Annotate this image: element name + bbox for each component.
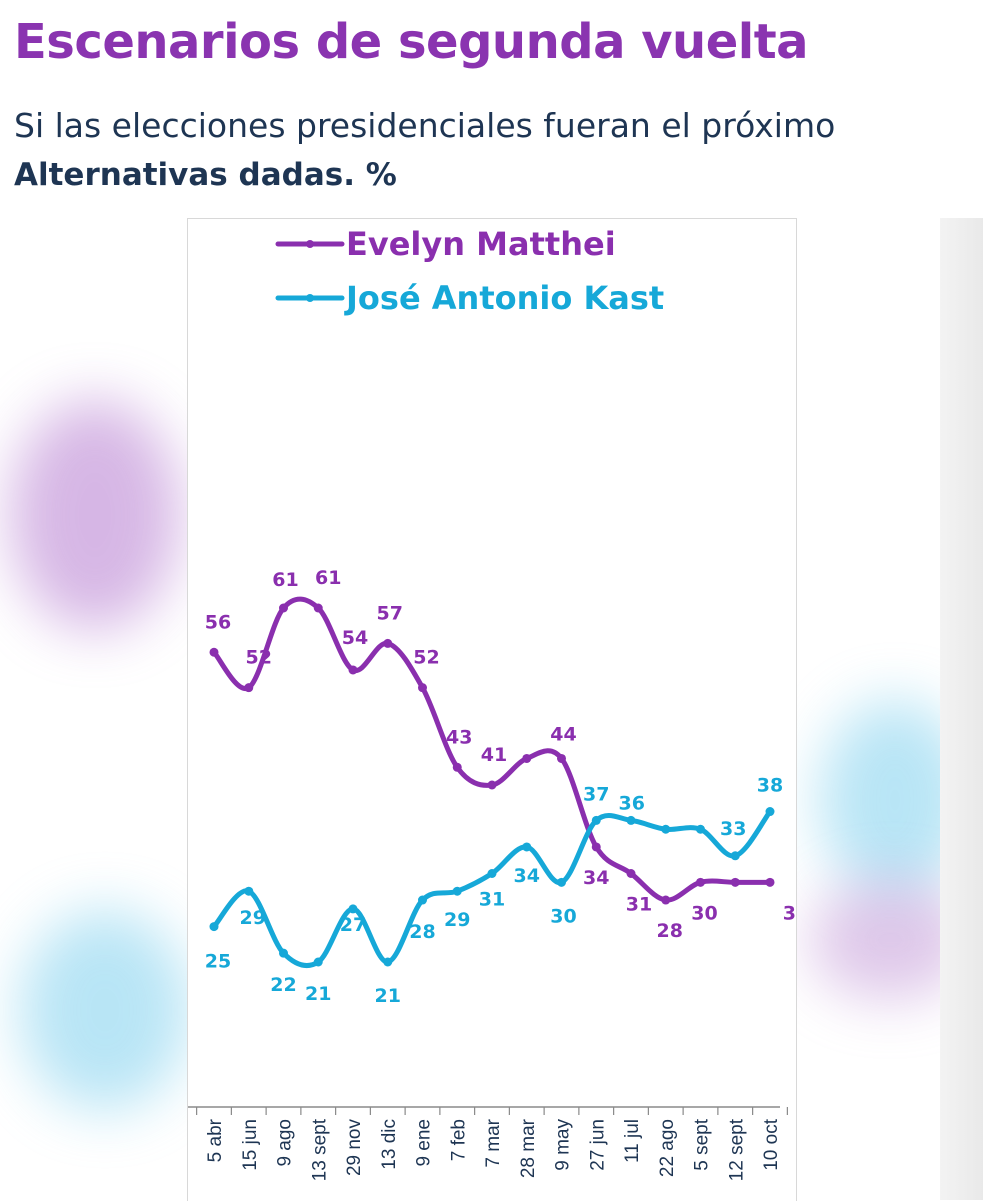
data-label-matthei: 57: [377, 602, 403, 624]
data-point-matthei: [313, 603, 323, 613]
data-point-kast: [452, 886, 462, 896]
data-label-matthei: 61: [272, 569, 298, 591]
data-point-matthei: [348, 665, 358, 675]
data-label-kast: 38: [757, 775, 783, 797]
x-tick-label: 9 may: [553, 1119, 574, 1171]
data-point-matthei: [383, 638, 393, 648]
adjacent-slide-edge: [940, 218, 983, 1200]
x-tick-label: 13 sept: [309, 1118, 330, 1181]
data-label-kast: 27: [340, 914, 366, 936]
data-label-matthei: 28: [657, 920, 683, 942]
data-label-kast: 21: [305, 983, 331, 1005]
data-label-matthei: 52: [246, 647, 272, 669]
legend-label-matthei: Evelyn Matthei: [346, 225, 616, 263]
data-point-matthei: [279, 603, 288, 613]
data-label-matthei: 31: [626, 894, 652, 916]
data-point-matthei: [591, 842, 601, 852]
x-tick-label: 13 dic: [379, 1119, 400, 1170]
data-point-kast: [696, 824, 705, 834]
data-point-matthei: [522, 753, 532, 763]
data-point-kast: [348, 904, 358, 914]
line-chart: 5 abr 15 jun 9 ago 13 sept 29 nov 13 dic 9 ene…: [188, 225, 796, 1181]
data-point-kast: [522, 842, 532, 852]
data-point-kast: [557, 877, 566, 887]
data-point-kast: [418, 895, 427, 905]
data-label-kast: 21: [375, 985, 401, 1007]
data-label-matthei: 41: [481, 744, 507, 766]
data-label-matthei: 30: [783, 902, 796, 924]
data-point-matthei: [209, 647, 219, 657]
x-tick-label: 7 feb: [448, 1119, 469, 1161]
data-label-kast: 33: [720, 818, 746, 840]
data-label-kast: 22: [270, 974, 296, 996]
data-point-matthei: [730, 877, 740, 887]
x-tick-label: 10 oct: [761, 1118, 782, 1170]
data-point-kast: [487, 869, 497, 878]
x-tick-label: 12 sept: [726, 1118, 747, 1181]
x-tick-label: 9 ago: [275, 1119, 296, 1167]
page-title: Escenarios de segunda vuelta: [14, 14, 809, 70]
data-label-kast: 25: [205, 951, 231, 973]
x-tick-label: 22 ago: [657, 1119, 678, 1177]
x-tick-label: 28 mar: [518, 1118, 539, 1178]
data-point-kast: [209, 922, 219, 932]
data-point-kast: [279, 948, 288, 958]
data-point-matthei: [487, 780, 497, 790]
data-label-kast: 31: [479, 889, 505, 911]
data-label-matthei: 30: [691, 902, 717, 924]
data-point-kast: [765, 807, 775, 817]
x-tick-label: 29 nov: [344, 1119, 365, 1177]
data-label-kast: 28: [409, 921, 435, 943]
data-point-matthei: [696, 877, 705, 887]
data-label-matthei: 43: [446, 726, 472, 748]
page-subtitle-units: Alternativas dadas. %: [14, 157, 397, 193]
chart-panel: 5 abr 15 jun 9 ago 13 sept 29 nov 13 dic 9 ene…: [187, 218, 797, 1201]
data-label-kast: 29: [240, 907, 266, 929]
legend-label-kast: José Antonio Kast: [344, 279, 664, 317]
data-point-matthei: [557, 753, 566, 763]
page-subtitle: Si las elecciones presidenciales fueran …: [14, 106, 836, 145]
data-label-kast: 30: [550, 905, 576, 927]
legend-swatch-point: [306, 240, 314, 248]
data-label-kast: 29: [444, 909, 470, 931]
data-label-matthei: 34: [583, 867, 609, 889]
data-point-kast: [591, 815, 601, 825]
data-point-kast: [383, 957, 393, 967]
x-tick-label: 15 jun: [240, 1119, 261, 1171]
data-label-matthei: 52: [413, 647, 439, 669]
data-point-matthei: [661, 895, 671, 905]
background-decoration: [10, 400, 180, 630]
background-decoration: [20, 910, 190, 1110]
data-point-kast: [244, 886, 254, 896]
data-point-kast: [661, 824, 671, 834]
data-point-kast: [626, 815, 636, 825]
data-point-matthei: [244, 683, 254, 693]
data-label-kast: 36: [619, 792, 645, 814]
x-tick-label: 27 jun: [587, 1119, 608, 1171]
x-tick-label: 5 sept: [692, 1118, 713, 1170]
x-tick-label: 7 mar: [483, 1118, 504, 1167]
x-tick-label: 9 ene: [414, 1119, 435, 1167]
data-label-matthei: 61: [315, 567, 341, 589]
data-point-matthei: [765, 877, 775, 887]
data-point-matthei: [452, 762, 462, 772]
data-label-matthei: 54: [342, 627, 368, 649]
data-point-matthei: [418, 683, 427, 693]
data-label-matthei: 44: [550, 723, 576, 745]
data-label-kast: 34: [514, 865, 540, 887]
data-point-matthei: [626, 869, 636, 878]
data-point-kast: [313, 957, 323, 967]
data-label-kast: 37: [583, 783, 609, 805]
legend-swatch-point: [306, 294, 314, 302]
data-label-matthei: 56: [205, 611, 231, 633]
x-tick-label: 11 jul: [622, 1119, 643, 1163]
data-point-kast: [730, 851, 740, 861]
x-tick-label: 5 abr: [205, 1118, 226, 1162]
